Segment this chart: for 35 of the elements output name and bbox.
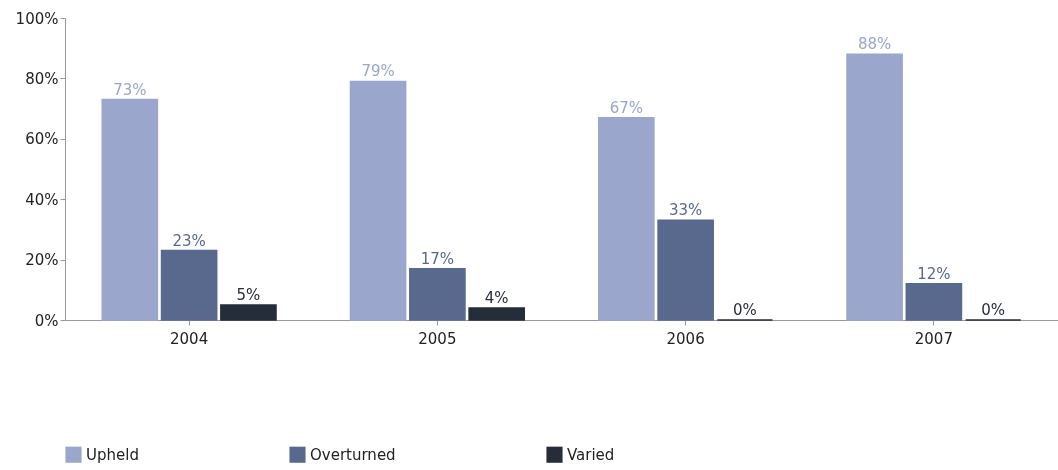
x-tick-label: 2006 bbox=[666, 329, 705, 348]
bar bbox=[409, 267, 466, 321]
bar bbox=[657, 219, 714, 321]
y-tick-label: 40% bbox=[25, 190, 59, 209]
bar bbox=[160, 249, 218, 321]
bar bbox=[468, 307, 526, 321]
data-label: 12% bbox=[917, 264, 951, 283]
y-tick-label: 100% bbox=[15, 9, 59, 28]
bar bbox=[846, 53, 903, 321]
legend-label: Upheld bbox=[86, 445, 139, 464]
bar bbox=[905, 283, 963, 321]
y-tick-label: 0% bbox=[34, 311, 59, 330]
data-label: 79% bbox=[361, 62, 395, 81]
data-label: 4% bbox=[484, 288, 509, 307]
legend-label: Overturned bbox=[310, 445, 396, 464]
y-tick-label: 60% bbox=[25, 130, 59, 149]
data-label: 67% bbox=[609, 98, 643, 117]
y-tick-label: 80% bbox=[25, 69, 59, 88]
data-label: 5% bbox=[236, 285, 261, 304]
data-label: 0% bbox=[733, 301, 757, 319]
bar bbox=[597, 116, 655, 321]
x-tick-label: 2005 bbox=[418, 329, 457, 348]
x-tick-label: 2004 bbox=[170, 329, 209, 348]
x-tick-label: 2007 bbox=[914, 329, 953, 348]
bar bbox=[101, 98, 159, 321]
bar bbox=[220, 304, 277, 321]
legend-label: Varied bbox=[567, 445, 615, 464]
data-label: 23% bbox=[172, 231, 206, 250]
data-label: 0% bbox=[981, 301, 1006, 319]
data-label: 73% bbox=[113, 80, 147, 99]
data-label: 33% bbox=[668, 201, 703, 220]
y-tick-label: 20% bbox=[25, 251, 59, 270]
data-label: 88% bbox=[857, 35, 892, 54]
bar bbox=[349, 80, 407, 321]
data-label: 17% bbox=[420, 249, 455, 268]
